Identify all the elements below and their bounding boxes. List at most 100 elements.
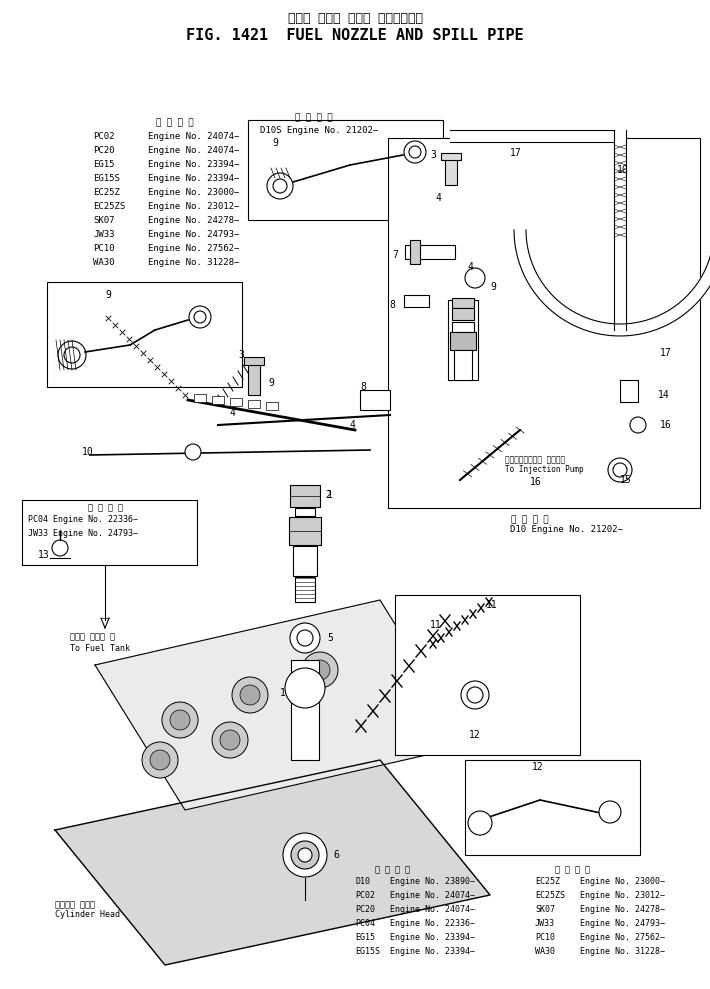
Text: 17: 17 xyxy=(510,148,522,158)
Text: 1: 1 xyxy=(280,688,286,698)
Polygon shape xyxy=(95,600,470,810)
Bar xyxy=(248,120,443,220)
Text: 適 用 号 等: 適 用 号 等 xyxy=(87,503,123,512)
Text: 適 用 号 等: 適 用 号 等 xyxy=(511,515,549,524)
Bar xyxy=(452,308,474,320)
Text: 11: 11 xyxy=(430,620,442,630)
Text: Engine No. 31228−: Engine No. 31228− xyxy=(580,947,665,956)
Text: 適 用 号 等: 適 用 号 等 xyxy=(295,113,332,122)
Text: Engine No. 24278−: Engine No. 24278− xyxy=(148,216,239,225)
Bar xyxy=(295,508,315,516)
Circle shape xyxy=(170,710,190,730)
Circle shape xyxy=(240,685,260,705)
Circle shape xyxy=(461,681,489,709)
Text: 4: 4 xyxy=(350,420,356,430)
Circle shape xyxy=(467,687,483,703)
Bar xyxy=(291,660,319,760)
Circle shape xyxy=(189,306,211,328)
Text: 12: 12 xyxy=(469,730,481,740)
Circle shape xyxy=(298,848,312,862)
Bar xyxy=(405,245,455,259)
Bar xyxy=(293,546,317,576)
Bar xyxy=(47,282,242,387)
Text: EC25ZS: EC25ZS xyxy=(93,202,125,211)
Text: Engine No. 23000−: Engine No. 23000− xyxy=(580,877,665,886)
Circle shape xyxy=(194,311,206,323)
Text: 3: 3 xyxy=(430,150,436,160)
Text: To Fuel Tank: To Fuel Tank xyxy=(70,644,130,653)
Text: 15: 15 xyxy=(620,475,632,485)
Text: 7: 7 xyxy=(392,250,398,260)
Text: Engine No. 24278−: Engine No. 24278− xyxy=(580,905,665,914)
Circle shape xyxy=(273,179,287,193)
Circle shape xyxy=(212,722,248,758)
Text: 17: 17 xyxy=(660,348,672,358)
Bar xyxy=(230,398,242,406)
Text: D10: D10 xyxy=(355,877,370,886)
Text: 11: 11 xyxy=(486,600,498,610)
Bar xyxy=(212,396,224,404)
Text: Engine No. 23394−: Engine No. 23394− xyxy=(148,160,239,169)
Text: フェル タンク へ: フェル タンク へ xyxy=(70,632,115,641)
Text: Engine No. 24793−: Engine No. 24793− xyxy=(148,230,239,239)
Text: EG15: EG15 xyxy=(355,933,375,942)
Circle shape xyxy=(608,458,632,482)
Text: 16: 16 xyxy=(530,477,542,487)
Text: 12: 12 xyxy=(532,762,544,772)
Bar xyxy=(452,322,474,332)
Bar xyxy=(620,380,638,402)
Circle shape xyxy=(409,146,421,158)
Text: 14: 14 xyxy=(658,390,670,400)
Text: Engine No. 27562−: Engine No. 27562− xyxy=(580,933,665,942)
Bar xyxy=(388,138,700,508)
Text: Engine No. 24074−: Engine No. 24074− xyxy=(148,132,239,141)
Text: 10: 10 xyxy=(82,447,94,457)
Text: EC25Z: EC25Z xyxy=(93,188,120,197)
Circle shape xyxy=(267,173,293,199)
Bar xyxy=(194,394,206,402)
Text: 11: 11 xyxy=(300,750,312,760)
Bar xyxy=(244,357,264,365)
Circle shape xyxy=(142,742,178,778)
Text: 2: 2 xyxy=(325,490,331,500)
Text: FIG. 1421  FUEL NOZZLE AND SPILL PIPE: FIG. 1421 FUEL NOZZLE AND SPILL PIPE xyxy=(186,28,524,43)
Text: 13: 13 xyxy=(38,550,50,560)
Text: Engine No. 24074−: Engine No. 24074− xyxy=(390,905,475,914)
Bar xyxy=(441,153,461,160)
Text: シリンダ ヘッド
Cylinder Head: シリンダ ヘッド Cylinder Head xyxy=(55,900,120,920)
Bar xyxy=(448,300,478,380)
Text: Engine No. 23012−: Engine No. 23012− xyxy=(580,891,665,900)
Text: PC10: PC10 xyxy=(535,933,555,942)
Text: SK07: SK07 xyxy=(93,216,114,225)
Text: 8: 8 xyxy=(389,300,395,310)
Text: D10 Engine No. 21202−: D10 Engine No. 21202− xyxy=(510,525,623,534)
Bar xyxy=(454,350,472,380)
Circle shape xyxy=(468,811,492,835)
Text: PC20: PC20 xyxy=(93,146,114,155)
Text: To Injection Pump: To Injection Pump xyxy=(505,465,584,474)
Text: WA30: WA30 xyxy=(535,947,555,956)
Bar xyxy=(395,595,580,755)
Text: SK07: SK07 xyxy=(535,905,555,914)
Circle shape xyxy=(310,660,330,680)
Text: Engine No. 27562−: Engine No. 27562− xyxy=(148,244,239,253)
Circle shape xyxy=(302,652,338,688)
Text: EG15S: EG15S xyxy=(355,947,380,956)
Polygon shape xyxy=(55,760,490,965)
Polygon shape xyxy=(514,230,710,336)
Text: PC04: PC04 xyxy=(355,919,375,928)
Text: 4: 4 xyxy=(468,262,474,272)
Circle shape xyxy=(630,417,646,433)
Text: EG15S: EG15S xyxy=(93,174,120,183)
Bar xyxy=(295,577,315,602)
Text: 適 用 号 等: 適 用 号 等 xyxy=(375,865,410,874)
Text: Engine No. 24074−: Engine No. 24074− xyxy=(148,146,239,155)
Bar xyxy=(248,360,260,395)
Text: Engine No. 22336−: Engine No. 22336− xyxy=(390,919,475,928)
Circle shape xyxy=(185,444,201,460)
Text: JW33: JW33 xyxy=(93,230,114,239)
Circle shape xyxy=(613,463,627,477)
Bar xyxy=(450,130,615,142)
Text: Engine No. 24074−: Engine No. 24074− xyxy=(390,891,475,900)
Text: フェル ノズル および スピルパイプ: フェル ノズル および スピルパイプ xyxy=(288,12,422,25)
